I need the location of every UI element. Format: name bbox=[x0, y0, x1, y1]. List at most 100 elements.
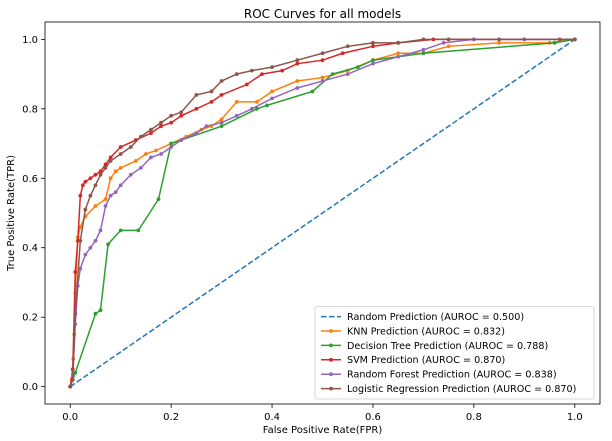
data-point bbox=[270, 65, 274, 70]
data-point bbox=[552, 40, 557, 45]
data-point bbox=[446, 44, 451, 49]
data-point bbox=[169, 120, 174, 125]
series-line bbox=[69, 38, 576, 388]
data-point bbox=[93, 204, 98, 208]
data-point bbox=[83, 252, 88, 257]
data-point bbox=[169, 145, 174, 149]
data-point bbox=[108, 155, 113, 160]
legend-label: Random Prediction (AUROC = 0.500) bbox=[347, 312, 524, 323]
data-point bbox=[169, 113, 174, 118]
data-point bbox=[88, 193, 93, 198]
legend-marker bbox=[329, 329, 333, 333]
data-point bbox=[138, 165, 143, 170]
series-3 bbox=[68, 37, 577, 389]
data-point bbox=[159, 120, 163, 125]
x-tick-label: 1.0 bbox=[567, 412, 583, 423]
legend-label: Logistic Regression Prediction (AUROC = … bbox=[347, 384, 576, 395]
data-point bbox=[320, 51, 325, 56]
y-axis-ticks: 0.0 0.2 0.4 0.6 0.8 1.0 bbox=[22, 35, 45, 393]
data-point bbox=[497, 37, 501, 42]
data-point bbox=[446, 37, 451, 42]
y-axis-title: True Positive Rate(TPR) bbox=[6, 155, 17, 272]
legend-label: KNN Prediction (AUROC = 0.832) bbox=[347, 326, 505, 337]
series-0 bbox=[69, 38, 576, 388]
data-point bbox=[234, 113, 239, 118]
legend-item: KNN Prediction (AUROC = 0.832) bbox=[321, 326, 505, 337]
legend-item: Decision Tree Prediction (AUROC = 0.788) bbox=[321, 341, 548, 352]
x-tick-label: 0.4 bbox=[264, 412, 280, 423]
data-point bbox=[249, 106, 254, 111]
data-point bbox=[80, 183, 85, 188]
data-point bbox=[73, 370, 78, 375]
x-tick-label: 0.6 bbox=[365, 412, 381, 423]
data-point bbox=[88, 245, 93, 250]
legend-item: SVM Prediction (AUROC = 0.870) bbox=[321, 355, 505, 366]
data-point bbox=[320, 75, 325, 80]
x-tick-label: 0.0 bbox=[62, 412, 78, 423]
legend-item: Random Forest Prediction (AUROC = 0.838) bbox=[321, 370, 557, 381]
data-point bbox=[249, 68, 254, 73]
data-point bbox=[70, 377, 75, 382]
data-point bbox=[371, 61, 375, 66]
data-point bbox=[73, 311, 78, 316]
data-point bbox=[149, 155, 153, 160]
data-point bbox=[396, 51, 401, 56]
data-point bbox=[557, 37, 562, 42]
legend-marker bbox=[329, 357, 333, 362]
data-point bbox=[118, 183, 123, 188]
data-point bbox=[280, 68, 285, 73]
data-point bbox=[320, 79, 325, 83]
legend-label: SVM Prediction (AUROC = 0.870) bbox=[347, 355, 505, 366]
data-point bbox=[396, 54, 401, 59]
data-point bbox=[78, 238, 83, 243]
series-group bbox=[68, 37, 577, 389]
data-point bbox=[73, 270, 78, 274]
data-point bbox=[103, 204, 108, 208]
data-point bbox=[255, 106, 259, 111]
data-point bbox=[83, 179, 88, 184]
data-point bbox=[108, 193, 113, 198]
data-point bbox=[118, 145, 123, 149]
data-point bbox=[355, 65, 360, 70]
data-point bbox=[270, 96, 274, 101]
data-point bbox=[136, 228, 141, 233]
data-point bbox=[255, 99, 259, 104]
data-point bbox=[234, 72, 239, 76]
data-point bbox=[93, 172, 98, 177]
legend-label: Decision Tree Prediction (AUROC = 0.788) bbox=[347, 341, 548, 352]
data-point bbox=[244, 82, 249, 87]
data-point bbox=[295, 79, 300, 83]
legend-box bbox=[314, 306, 595, 400]
data-point bbox=[209, 99, 214, 104]
data-point bbox=[179, 138, 184, 142]
data-point bbox=[572, 37, 577, 42]
legend-item: Random Prediction (AUROC = 0.500) bbox=[321, 312, 524, 323]
data-point bbox=[149, 127, 153, 132]
data-point bbox=[194, 131, 199, 136]
data-point bbox=[159, 124, 163, 129]
data-point bbox=[209, 89, 214, 94]
x-tick-label: 0.2 bbox=[163, 412, 179, 423]
axes-frame bbox=[44, 21, 601, 405]
data-point bbox=[204, 124, 209, 129]
y-tick-label: 0.2 bbox=[22, 313, 38, 324]
series-5 bbox=[68, 37, 577, 389]
data-point bbox=[103, 165, 108, 170]
data-point bbox=[371, 44, 375, 49]
data-point bbox=[144, 152, 148, 156]
data-point bbox=[345, 72, 350, 76]
x-axis-title: False Positive Rate(FPR) bbox=[263, 425, 383, 436]
data-point bbox=[179, 110, 184, 115]
data-point bbox=[98, 228, 103, 233]
data-point bbox=[93, 238, 98, 243]
data-point bbox=[234, 99, 239, 104]
data-point bbox=[88, 176, 93, 181]
legend: Random Prediction (AUROC = 0.500) KNN Pre… bbox=[314, 306, 595, 400]
data-point bbox=[396, 40, 401, 45]
data-point bbox=[421, 37, 426, 42]
data-point bbox=[295, 61, 300, 66]
data-point bbox=[118, 228, 123, 233]
y-tick-label: 1.0 bbox=[22, 35, 38, 46]
data-point bbox=[93, 311, 98, 316]
data-point bbox=[260, 72, 264, 76]
